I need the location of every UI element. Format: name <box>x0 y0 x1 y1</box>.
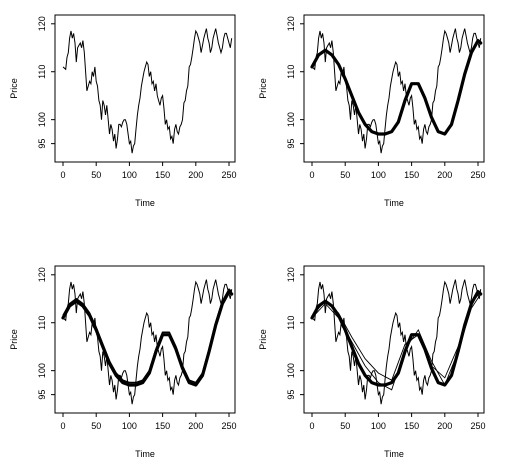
x-tick-label: 150 <box>155 170 170 180</box>
y-tick-label: 95 <box>286 390 296 400</box>
series-line-smooth_b <box>62 288 233 384</box>
x-tick-label: 100 <box>371 421 386 431</box>
chart-panel-3: 0 50 100 150 200 250 95 100 110 120 Time Price <box>9 265 237 459</box>
y-axis-title: Price <box>258 78 268 99</box>
x-axis-title: Time <box>384 198 404 208</box>
x-tick-label: 250 <box>222 170 237 180</box>
y-tick-label: 110 <box>286 65 296 79</box>
x-tick-label: 0 <box>309 170 314 180</box>
x-tick-label: 100 <box>371 170 386 180</box>
x-tick-label: 250 <box>471 170 486 180</box>
x-tick-label: 50 <box>340 170 350 180</box>
series-line-smooth_a <box>310 290 483 387</box>
x-tick-label: 150 <box>404 170 419 180</box>
y-axis-title: Price <box>9 329 19 350</box>
plot-frame <box>54 14 236 163</box>
y-tick-label: 120 <box>37 16 47 31</box>
x-tick-label: 250 <box>222 421 237 431</box>
x-tick-label: 50 <box>91 170 101 180</box>
x-tick-label: 150 <box>155 421 170 431</box>
series-line-fit_a <box>311 293 482 391</box>
series-line-fit_b <box>311 291 482 381</box>
y-axis-title: Price <box>9 78 19 99</box>
y-tick-label: 110 <box>37 316 47 330</box>
y-tick-label: 110 <box>37 65 47 79</box>
y-tick-label: 100 <box>286 363 296 378</box>
y-tick-label: 100 <box>37 112 47 127</box>
x-axis-title: Time <box>135 198 155 208</box>
x-axis-title: Time <box>384 449 404 459</box>
y-tick-label: 120 <box>286 16 296 31</box>
plot-frame <box>303 14 485 163</box>
x-tick-label: 0 <box>309 421 314 431</box>
y-tick-label: 100 <box>286 112 296 127</box>
plot-frame <box>54 265 236 414</box>
x-tick-label: 50 <box>340 421 350 431</box>
series-line-price <box>311 28 482 154</box>
x-tick-label: 100 <box>122 421 137 431</box>
series-line-price <box>62 28 233 154</box>
y-tick-label: 95 <box>37 139 47 149</box>
series-line-price <box>62 279 233 405</box>
x-tick-label: 0 <box>60 421 65 431</box>
x-tick-label: 200 <box>188 170 203 180</box>
x-tick-label: 150 <box>404 421 419 431</box>
x-tick-label: 250 <box>471 421 486 431</box>
chart-panel-1: 0 50 100 150 200 250 95 100 110 120 Time Price <box>9 14 237 208</box>
chart-panel-4: 0 50 100 150 200 250 95 100 110 120 Time Price <box>258 265 486 459</box>
x-axis-title: Time <box>135 449 155 459</box>
x-tick-label: 200 <box>188 421 203 431</box>
x-tick-label: 200 <box>437 170 452 180</box>
x-tick-label: 0 <box>60 170 65 180</box>
x-tick-label: 200 <box>437 421 452 431</box>
series-line-price <box>311 279 482 405</box>
x-tick-label: 50 <box>91 421 101 431</box>
x-tick-label: 100 <box>122 170 137 180</box>
y-tick-label: 100 <box>37 363 47 378</box>
series-line-smooth_a <box>310 38 483 136</box>
y-tick-label: 120 <box>286 267 296 282</box>
y-tick-label: 95 <box>286 139 296 149</box>
chart-panel-2: 0 50 100 150 200 250 95 100 110 120 Time Price <box>258 14 486 208</box>
y-axis-title: Price <box>258 329 268 350</box>
y-tick-label: 110 <box>286 316 296 330</box>
y-tick-label: 95 <box>37 390 47 400</box>
y-tick-label: 120 <box>37 267 47 282</box>
plot-frame <box>303 265 485 414</box>
